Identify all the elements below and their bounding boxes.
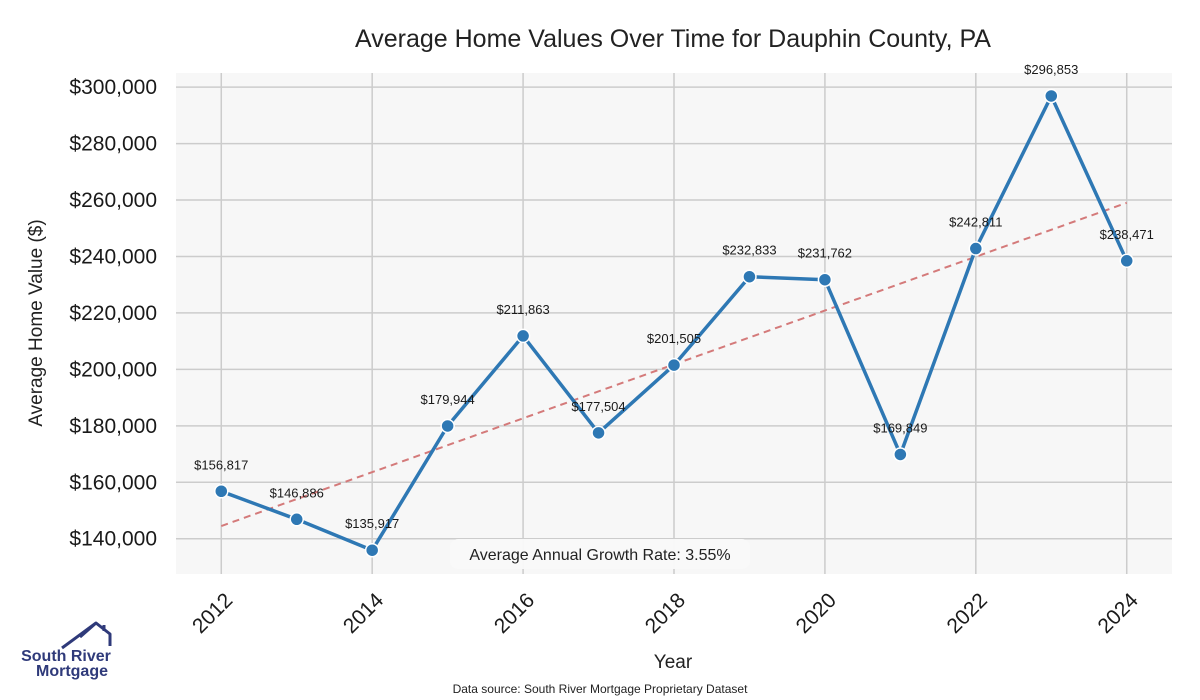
growth-rate-text: Average Annual Growth Rate: 3.55% bbox=[469, 547, 730, 564]
x-tick-label: 2012 bbox=[188, 589, 237, 638]
data-point bbox=[440, 418, 455, 434]
y-tick-label: $160,000 bbox=[69, 471, 157, 494]
data-label: $135,917 bbox=[345, 516, 399, 531]
data-label: $156,817 bbox=[194, 457, 248, 472]
x-tick-label: 2022 bbox=[943, 589, 992, 638]
data-label: $177,504 bbox=[571, 399, 625, 414]
data-point bbox=[893, 447, 908, 462]
y-tick-label: $140,000 bbox=[69, 528, 157, 551]
data-label: $211,863 bbox=[496, 302, 549, 317]
data-labels: $156,817 $146,886 $135,917 $179,944 $211,863… bbox=[194, 62, 1154, 531]
logo-text-line2: Mortgage bbox=[36, 663, 108, 680]
y-axis-label: Average Home Value ($) bbox=[26, 219, 47, 426]
data-source-footer: Data source: South River Mortgage Propri… bbox=[453, 682, 748, 696]
data-point bbox=[515, 328, 531, 344]
data-point bbox=[666, 357, 682, 373]
data-point bbox=[214, 484, 229, 499]
data-label: $242,811 bbox=[949, 215, 1002, 230]
y-tick-label: $220,000 bbox=[69, 302, 157, 325]
y-tick-label: $200,000 bbox=[69, 358, 157, 381]
chart-title: Average Home Values Over Time for Dauphi… bbox=[355, 25, 991, 53]
y-tick-label: $180,000 bbox=[69, 415, 157, 438]
data-points bbox=[214, 88, 1134, 558]
data-point bbox=[742, 269, 757, 284]
data-point bbox=[591, 425, 606, 441]
data-label: $146,886 bbox=[270, 485, 324, 500]
x-tick-label: 2024 bbox=[1093, 589, 1143, 639]
data-label: $169,849 bbox=[873, 420, 927, 435]
data-label: $238,471 bbox=[1100, 227, 1154, 242]
x-tick-label: 2014 bbox=[339, 589, 389, 639]
data-point bbox=[968, 241, 984, 256]
data-label: $201,505 bbox=[647, 331, 701, 346]
data-point bbox=[289, 512, 304, 527]
logo-text-line1: South River bbox=[21, 648, 111, 665]
data-point bbox=[364, 542, 380, 558]
y-tick-label: $260,000 bbox=[69, 189, 157, 212]
data-point bbox=[1119, 253, 1134, 269]
y-tick-label: $300,000 bbox=[69, 76, 157, 99]
growth-rate-annotation: Average Annual Growth Rate: 3.55% bbox=[450, 539, 750, 569]
y-axis-ticks: $140,000 $160,000 $180,000 $200,000 $220,000… bbox=[69, 76, 157, 551]
x-tick-label: 2020 bbox=[792, 589, 841, 638]
data-label: $232,833 bbox=[722, 243, 776, 258]
data-point bbox=[1044, 88, 1059, 104]
data-label: $179,944 bbox=[421, 392, 475, 407]
y-tick-label: $240,000 bbox=[69, 245, 157, 268]
x-tick-label: 2016 bbox=[490, 589, 539, 638]
x-axis-ticks: 2012 2014 2016 2018 2020 2022 2024 bbox=[188, 589, 1143, 639]
data-point bbox=[817, 272, 833, 287]
company-logo: South River Mortgage bbox=[21, 621, 112, 680]
data-label: $296,853 bbox=[1024, 62, 1078, 77]
data-label: $231,762 bbox=[798, 246, 852, 261]
grid-lines bbox=[176, 73, 1172, 574]
x-tick-label: 2018 bbox=[641, 589, 690, 638]
y-tick-label: $280,000 bbox=[69, 133, 157, 156]
x-axis-label: Year bbox=[654, 652, 693, 673]
